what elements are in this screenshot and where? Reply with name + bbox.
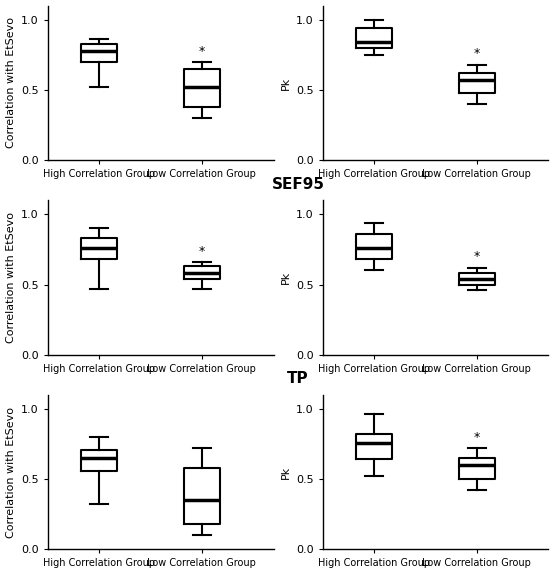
Text: *: * <box>474 48 480 60</box>
Text: *: * <box>474 431 480 444</box>
Text: *: * <box>198 245 205 258</box>
Y-axis label: Correlation with EtSevo: Correlation with EtSevo <box>6 406 16 538</box>
Text: SEF95: SEF95 <box>271 177 325 192</box>
Y-axis label: Pk: Pk <box>280 76 290 90</box>
Text: *: * <box>198 45 205 57</box>
Y-axis label: Correlation with EtSevo: Correlation with EtSevo <box>6 17 16 149</box>
Y-axis label: Pk: Pk <box>280 466 290 479</box>
Text: TP: TP <box>288 371 309 386</box>
Text: *: * <box>474 250 480 263</box>
Y-axis label: Correlation with EtSevo: Correlation with EtSevo <box>6 212 16 343</box>
Y-axis label: Pk: Pk <box>280 271 290 284</box>
